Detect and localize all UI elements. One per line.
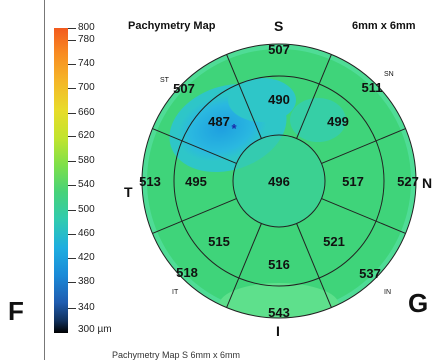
sector-outer-superior: 507 (268, 42, 290, 57)
minimum-thickness-marker: * (231, 121, 237, 136)
color-scale-bar (54, 28, 68, 333)
sector-outer-temporal: 513 (139, 174, 161, 189)
sector-center: 496 (268, 174, 290, 189)
orientation-superonasal: SN (384, 71, 394, 78)
orientation-inferior: I (276, 323, 280, 339)
sector-inner-inferotemporal: 515 (208, 234, 230, 249)
sector-grid (141, 43, 417, 319)
sector-outer-inferonasal: 537 (359, 266, 381, 281)
bottom-caption: Pachymetry Map S 6mm x 6mm (112, 350, 241, 360)
sector-outer-superotemporal: 507 (173, 81, 195, 96)
scale-tick-mark (68, 308, 76, 309)
scale-tick-mark (68, 161, 76, 162)
orientation-inferotemporal: IT (172, 289, 179, 296)
panel-label-left: F (8, 296, 24, 326)
scale-tick-mark (68, 234, 76, 235)
scale-tick-mark (68, 64, 76, 65)
scale-tick-label: 700 (78, 82, 95, 93)
sector-outer-inferotemporal: 518 (176, 265, 198, 280)
sector-inner-nasal: 517 (342, 174, 364, 189)
scale-tick-label: 380 (78, 276, 95, 287)
panel-left-border (44, 0, 45, 360)
scale-tick-mark (68, 282, 76, 283)
orientation-superior: S (274, 18, 283, 34)
scale-tick-label: 800 (78, 22, 95, 33)
scale-tick-label: 740 (78, 58, 95, 69)
scale-tick-mark (68, 185, 76, 186)
sector-inner-inferonasal: 521 (323, 234, 345, 249)
scale-tick-mark (68, 28, 76, 29)
orientation-superotemporal: ST (160, 77, 170, 84)
map-size-label: 6mm x 6mm (352, 20, 416, 32)
scale-tick-mark (68, 136, 76, 137)
orientation-nasal: N (422, 175, 432, 191)
orientation-inferonasal: IN (384, 289, 391, 296)
scale-tick-label: 660 (78, 107, 95, 118)
sector-inner-superotemporal: 487 (208, 114, 230, 129)
scale-tick-mark (68, 210, 76, 211)
map-fill (142, 44, 416, 318)
sector-inner-inferior: 516 (268, 257, 290, 272)
scale-tick-mark (68, 258, 76, 259)
sector-outer-nasal: 527 (397, 174, 419, 189)
scale-tick-label: 460 (78, 228, 95, 239)
orientation-temporal: T (124, 184, 133, 200)
scale-tick-label: 580 (78, 155, 95, 166)
panel-label-right: G (408, 288, 429, 318)
sector-inner-temporal: 495 (185, 174, 207, 189)
scale-unit-label: 300 µm (78, 324, 112, 335)
scale-tick-label: 420 (78, 252, 95, 263)
scale-tick-mark (68, 40, 76, 41)
scale-tick-label: 540 (78, 179, 95, 190)
sector-outer-superonasal: 511 (362, 80, 383, 95)
scale-tick-mark (68, 88, 76, 89)
scale-tick-label: 780 (78, 34, 95, 45)
scale-tick-mark (68, 113, 76, 114)
scale-tick-label: 620 (78, 130, 95, 141)
sector-inner-superior: 490 (268, 92, 290, 107)
scale-tick-label: 340 (78, 302, 95, 313)
map-title: Pachymetry Map (128, 20, 216, 32)
sector-inner-superonasal: 499 (327, 114, 349, 129)
sector-outer-inferior: 543 (268, 305, 290, 320)
scale-tick-label: 500 (78, 204, 95, 215)
